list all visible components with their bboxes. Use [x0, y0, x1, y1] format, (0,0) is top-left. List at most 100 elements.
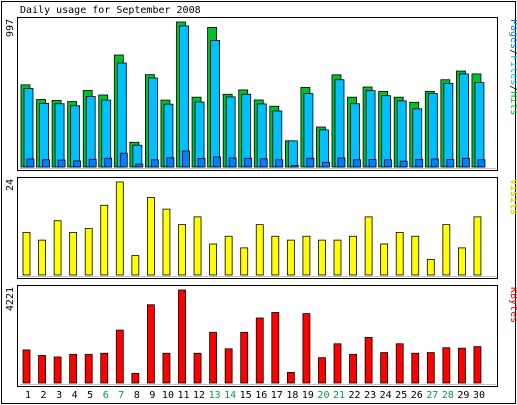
bar-visits-day-18: [286, 239, 295, 276]
bar-pages-day-18: [290, 165, 299, 168]
legend-entry: /: [508, 85, 517, 91]
bar-files-day-13: [210, 40, 221, 168]
bar-kbytes-day-30: [473, 346, 482, 384]
bar-kbytes-day-17: [271, 312, 280, 384]
x-tick-label-day-30: 30: [473, 390, 485, 401]
x-tick-label-day-17: 17: [271, 390, 283, 401]
bar-pages-day-7: [119, 152, 128, 168]
bar-visits-day-28: [442, 224, 451, 276]
bar-kbytes-day-26: [411, 352, 420, 384]
bar-visits-day-30: [473, 216, 482, 276]
bar-files-day-19: [303, 93, 314, 168]
bar-files-day-18: [287, 140, 298, 168]
x-tick-label-day-23: 23: [364, 390, 376, 401]
bar-kbytes-day-2: [38, 355, 46, 384]
bar-files-day-16: [256, 103, 267, 168]
x-tick-label-day-3: 3: [56, 390, 62, 401]
panel-visits: 24 Visits: [5, 177, 517, 279]
bar-kbytes-day-22: [349, 353, 357, 384]
x-tick-label-day-19: 19: [302, 390, 314, 401]
bar-visits-day-13: [209, 243, 218, 276]
bar-files-day-17: [272, 110, 283, 168]
bar-kbytes-day-14: [224, 348, 233, 384]
bar-visits-day-2: [38, 239, 46, 276]
bar-kbytes-day-27: [426, 352, 435, 384]
bar-files-day-11: [179, 25, 189, 168]
x-tick-label-day-24: 24: [380, 390, 392, 401]
x-tick-label-day-28: 28: [442, 390, 454, 401]
chart-title: Daily usage for September 2008: [20, 5, 201, 16]
bar-files-day-4: [70, 105, 81, 168]
x-tick-label-day-10: 10: [162, 390, 174, 401]
bar-visits-day-25: [395, 231, 404, 276]
bar-files-day-3: [54, 103, 65, 168]
bar-pages-day-21: [337, 157, 346, 168]
bar-kbytes-day-12: [193, 352, 202, 384]
bar-pages-day-8: [135, 163, 144, 168]
panel-legend: Pages/Files/Hits: [508, 19, 517, 115]
bar-pages-day-24: [384, 159, 393, 168]
bar-files-day-29: [458, 73, 469, 168]
bar-pages-day-17: [275, 159, 284, 168]
x-tick-label-day-14: 14: [224, 390, 236, 401]
bar-pages-day-5: [88, 158, 97, 168]
x-tick-label-day-26: 26: [411, 390, 423, 401]
bar-visits-day-10: [162, 208, 171, 276]
bar-pages-day-15: [244, 157, 253, 168]
bar-visits-day-4: [69, 231, 78, 276]
bar-visits-day-14: [224, 235, 233, 276]
x-tick-label-day-9: 9: [149, 390, 155, 401]
y-max-label: 4221: [5, 287, 16, 311]
bar-files-day-1: [23, 88, 34, 168]
bar-kbytes-day-6: [100, 352, 109, 384]
x-tick-label-day-25: 25: [395, 390, 407, 401]
legend-entry: Hits: [508, 91, 517, 115]
bar-files-day-7: [116, 62, 127, 168]
x-tick-label-day-6: 6: [103, 390, 109, 401]
bar-kbytes-day-5: [84, 353, 93, 384]
bar-pages-day-30: [477, 159, 486, 168]
legend-entry: Pages: [508, 19, 517, 49]
bar-pages-day-25: [399, 160, 408, 168]
bar-files-day-30: [474, 82, 485, 168]
bar-kbytes-day-7: [115, 329, 124, 384]
bar-visits-day-17: [271, 235, 280, 276]
bar-visits-day-19: [302, 235, 311, 276]
bar-visits-day-29: [457, 247, 466, 276]
x-tick-label-day-22: 22: [349, 390, 361, 401]
bar-files-day-12: [194, 101, 205, 168]
bar-files-day-20: [319, 129, 329, 168]
bar-pages-day-26: [415, 159, 424, 168]
bar-pages-day-3: [57, 159, 66, 168]
bar-files-day-22: [350, 103, 360, 168]
bar-pages-day-6: [104, 157, 113, 168]
bar-pages-day-19: [306, 157, 315, 168]
bar-files-day-14: [225, 96, 236, 168]
x-tick-label-day-18: 18: [286, 390, 298, 401]
panel-legend: Visits: [508, 179, 517, 215]
bar-pages-day-16: [259, 158, 268, 168]
bar-pages-day-2: [42, 159, 50, 168]
bar-files-day-25: [396, 100, 407, 168]
bar-kbytes-day-4: [69, 353, 78, 384]
bar-kbytes-day-1: [22, 349, 31, 384]
x-tick-label-day-1: 1: [25, 390, 31, 401]
bar-files-day-28: [443, 82, 454, 168]
bar-kbytes-day-28: [442, 347, 451, 384]
x-tick-label-day-2: 2: [41, 390, 47, 401]
panel-kbytes: 4221 KBytes: [5, 285, 517, 387]
x-tick-label-day-8: 8: [134, 390, 140, 401]
y-max-label: 24: [5, 179, 16, 191]
bar-visits-day-23: [364, 216, 373, 276]
bar-kbytes-day-25: [395, 343, 404, 384]
bar-pages-day-4: [73, 160, 82, 168]
bar-files-day-15: [241, 93, 252, 168]
bar-visits-day-9: [146, 197, 155, 276]
bar-kbytes-day-13: [209, 331, 218, 384]
bar-visits-day-15: [240, 247, 249, 276]
x-tick-label-day-16: 16: [255, 390, 267, 401]
bar-visits-day-21: [333, 239, 342, 276]
x-tick-label-day-29: 29: [457, 390, 469, 401]
